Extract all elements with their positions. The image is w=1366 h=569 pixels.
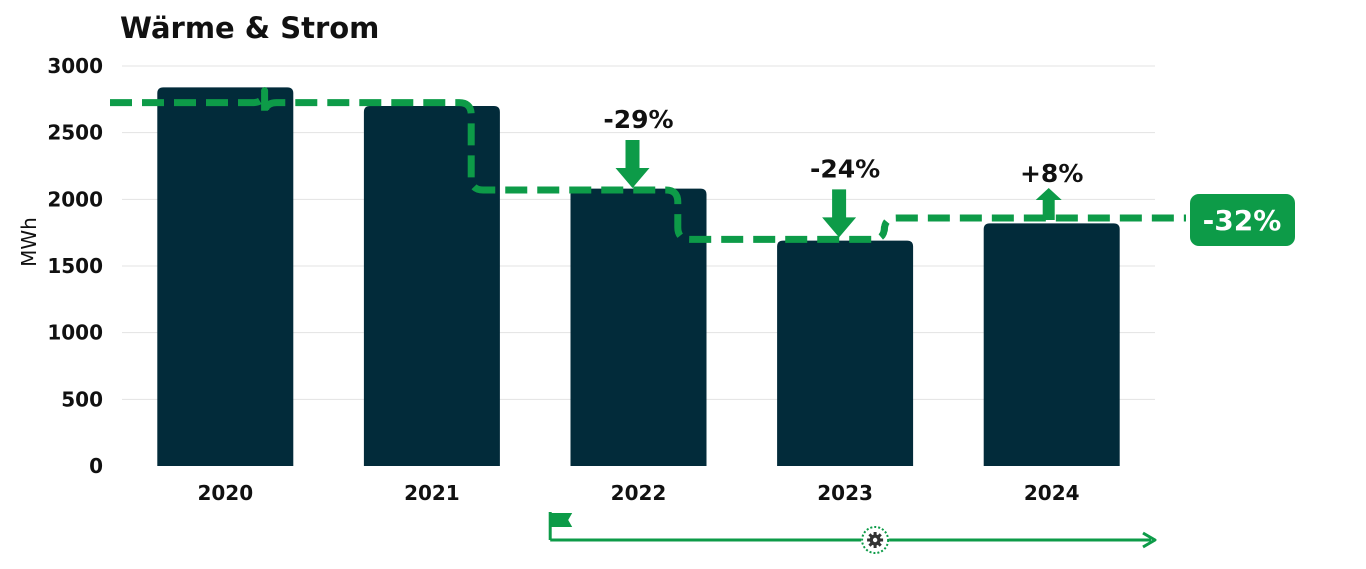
chart-title: Wärme & Strom — [120, 11, 379, 45]
total-change-badge: -32% — [1190, 194, 1295, 246]
x-tick-label: 2022 — [611, 481, 667, 505]
bar-2023 — [777, 240, 914, 466]
y-axis-label: MWh — [17, 217, 41, 267]
total-change-label: -32% — [1203, 204, 1282, 237]
change-annotation-2023: -24% — [810, 154, 880, 238]
arrow-up-icon — [1035, 188, 1062, 220]
x-tick-label: 2021 — [404, 481, 460, 505]
gear-hole — [872, 537, 878, 543]
gear-icon — [861, 526, 890, 554]
arrow-down-icon — [822, 189, 857, 238]
bar-2022 — [570, 188, 707, 466]
y-tick-label: 2500 — [47, 121, 103, 145]
x-tick-label: 2020 — [197, 481, 253, 505]
flag-icon — [548, 512, 573, 540]
arrow-down-icon — [615, 140, 650, 188]
x-tick-label: 2023 — [817, 481, 873, 505]
baseline-trend — [110, 87, 1186, 243]
bar-2024 — [983, 223, 1120, 466]
timeline-arrow-icon — [1142, 531, 1157, 549]
change-label: +8% — [1020, 159, 1083, 188]
y-tick-label: 500 — [61, 387, 103, 411]
y-tick-label: 3000 — [47, 54, 103, 78]
y-tick-label: 0 — [89, 454, 103, 478]
x-axis-ticks: 2020 2021 2022 2023 2024 — [197, 481, 1079, 505]
timeline — [548, 512, 1157, 554]
change-annotations: -29% -24% +8% — [603, 105, 1083, 238]
change-label: -29% — [603, 105, 673, 134]
flag-cloth — [550, 513, 573, 527]
y-tick-label: 2000 — [47, 187, 103, 211]
y-tick-label: 1000 — [47, 321, 103, 345]
total-change-badge-bg — [1190, 194, 1295, 246]
change-annotation-2024: +8% — [1020, 159, 1083, 220]
y-tick-label: 1500 — [47, 254, 103, 278]
bar-2021 — [363, 106, 500, 466]
baseline-trend-line — [110, 87, 1186, 243]
x-tick-label: 2024 — [1024, 481, 1080, 505]
y-axis-ticks: 0 500 1000 1500 2000 2500 3000 — [47, 54, 103, 478]
bars — [157, 87, 1120, 466]
change-label: -24% — [810, 154, 880, 183]
change-annotation-2022: -29% — [603, 105, 674, 188]
bar-2020 — [157, 87, 294, 466]
